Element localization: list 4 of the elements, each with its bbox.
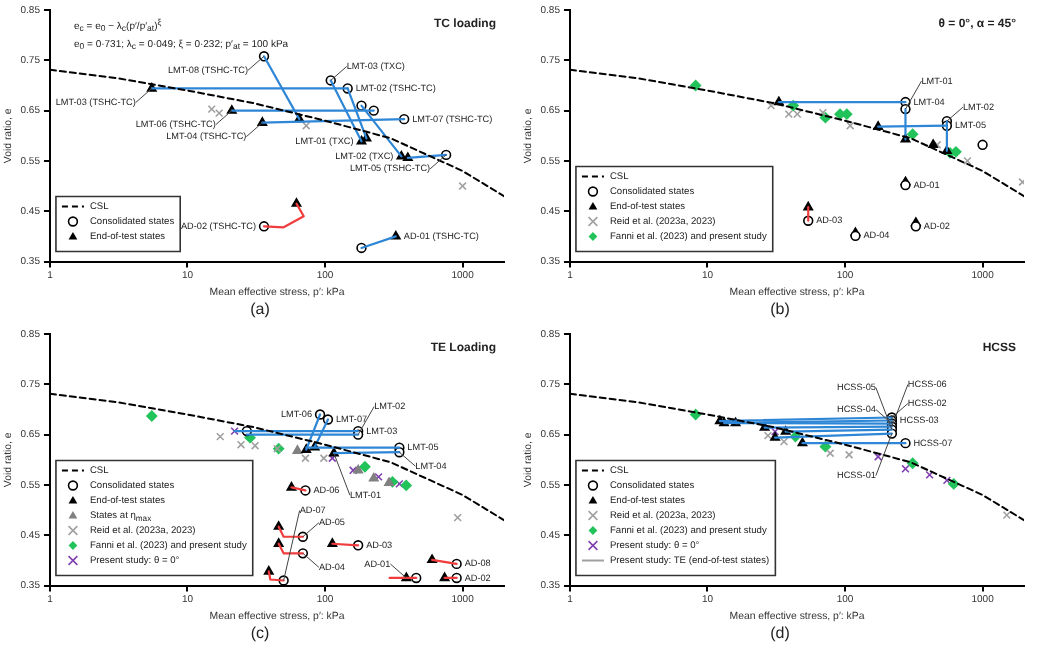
text: (d) (768, 624, 792, 644)
text: (a) (248, 300, 272, 320)
text: (c) (248, 624, 272, 644)
text: (b) (768, 300, 792, 320)
